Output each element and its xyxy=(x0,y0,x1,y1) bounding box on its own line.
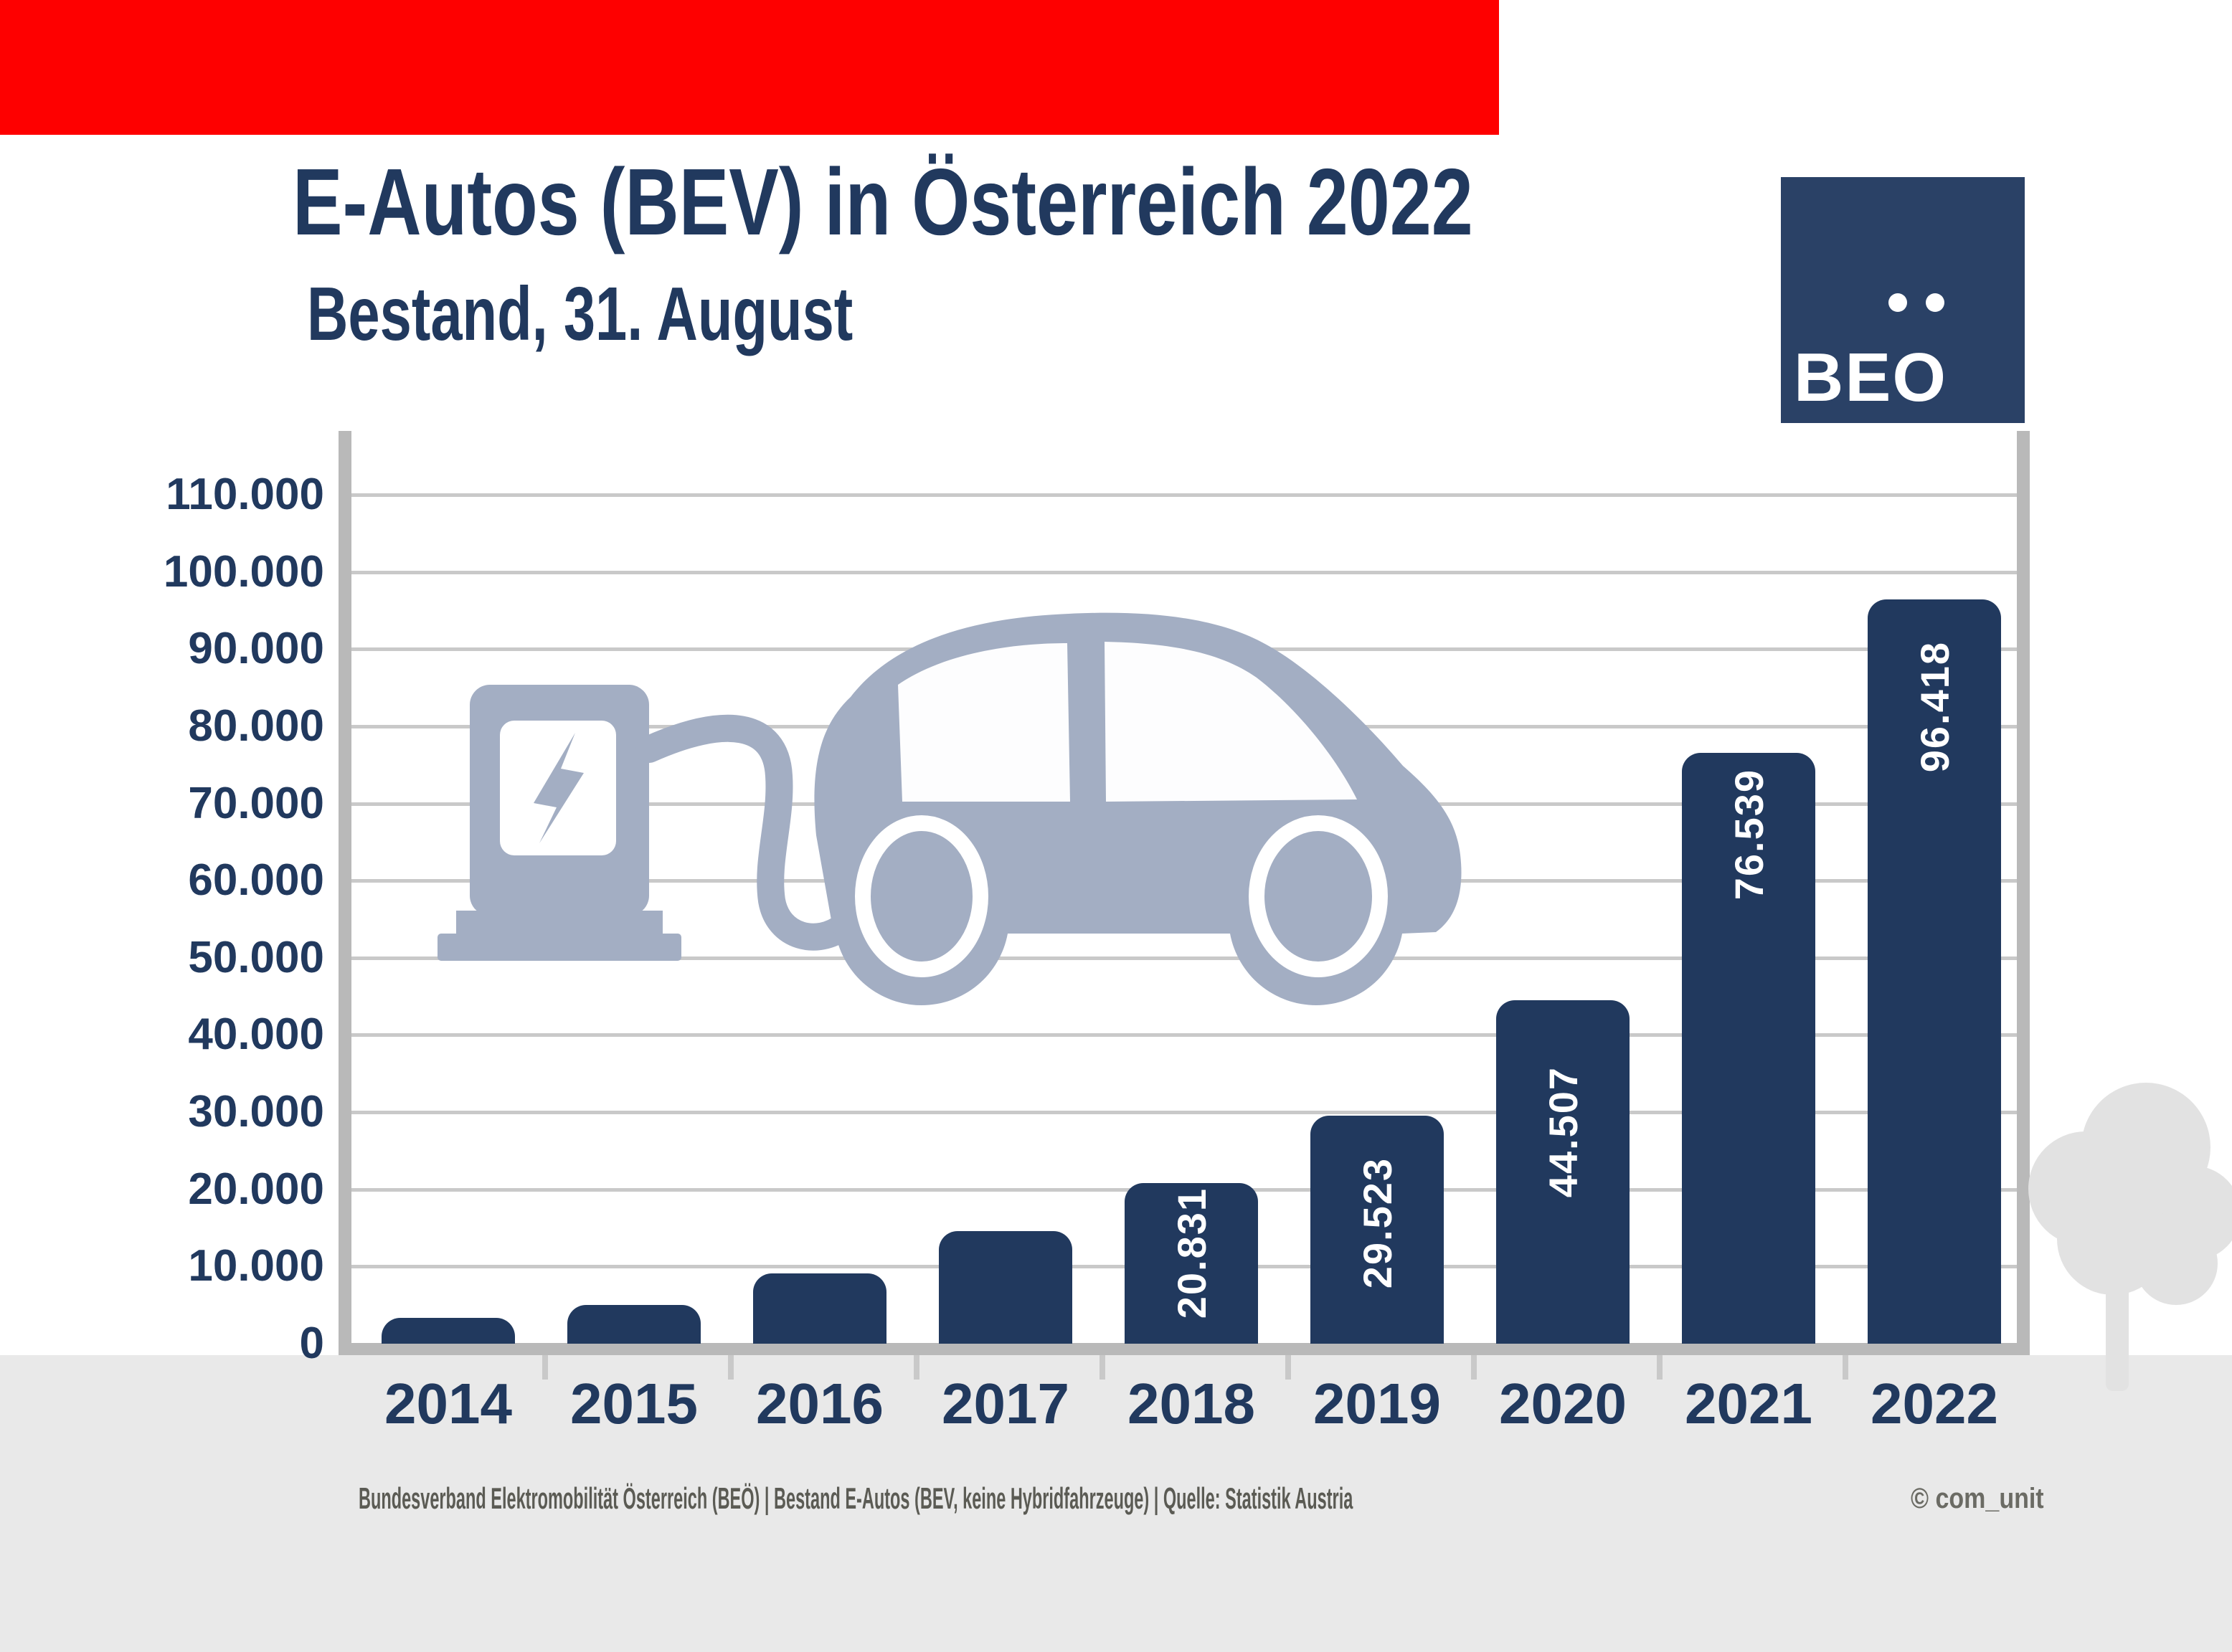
x-axis-tick-label: 2020 xyxy=(1499,1372,1627,1435)
bar-2019: 29.523 xyxy=(1310,1116,1444,1344)
bar-2014 xyxy=(382,1318,515,1344)
x-axis-tick-label: 2015 xyxy=(570,1372,698,1435)
bar-value-label: 44.507 xyxy=(1540,1066,1586,1198)
x-axis-tick xyxy=(914,1355,919,1380)
tree-icon xyxy=(2028,1083,2232,1391)
x-axis-tick-label: 2014 xyxy=(384,1372,512,1435)
car-wheel-icon xyxy=(1249,815,1388,977)
y-axis-line xyxy=(339,431,351,1355)
y-axis-tick-label: 80.000 xyxy=(188,701,324,751)
car-icon xyxy=(814,612,1462,1006)
page-subtitle: Bestand, 31. August xyxy=(307,272,853,356)
footer-band: 2014 2015 2016 2017 2018 2019 2020 2021 2022 Bun… xyxy=(0,1355,2232,1652)
car-wheel-icon xyxy=(855,815,988,977)
bar-value-label: 76.539 xyxy=(1726,769,1772,901)
x-axis-tick xyxy=(542,1355,548,1380)
x-axis-tick xyxy=(1843,1355,1848,1380)
x-axis-tick-label: 2022 xyxy=(1871,1372,1998,1435)
y-axis-tick-label: 100.000 xyxy=(163,547,324,597)
gridline xyxy=(351,725,2017,728)
bar-2016 xyxy=(753,1273,886,1344)
copyright-text: © com_unit xyxy=(1911,1483,2044,1514)
x-axis-tick xyxy=(1285,1355,1291,1380)
bar-2022: 96.418 xyxy=(1868,599,2001,1344)
x-axis-line xyxy=(339,1343,2030,1355)
beo-logo: BEO xyxy=(1781,177,2025,423)
x-axis-tick xyxy=(728,1355,734,1380)
bar-2018: 20.831 xyxy=(1125,1183,1258,1344)
page-title: E-Autos (BEV) in Österreich 2022 xyxy=(293,149,1473,255)
x-axis-tick-label: 2018 xyxy=(1127,1372,1255,1435)
x-axis-tick-label: 2019 xyxy=(1313,1372,1441,1435)
y-axis-tick-label: 60.000 xyxy=(188,855,324,905)
x-axis-tick-label: 2021 xyxy=(1685,1372,1812,1435)
logo-umlaut-dot-icon xyxy=(1888,293,1907,312)
x-axis-tick xyxy=(1657,1355,1663,1380)
top-red-bar xyxy=(0,0,1499,135)
y-axis-tick-label: 30.000 xyxy=(188,1087,324,1136)
y-axis-tick-label: 110.000 xyxy=(166,470,324,519)
y-axis-tick-label: 20.000 xyxy=(188,1164,324,1214)
logo-wordmark: BEO xyxy=(1794,339,1948,416)
bar-value-label: 96.418 xyxy=(1911,641,1957,773)
x-axis-tick-label: 2017 xyxy=(942,1372,1069,1435)
bar-2017 xyxy=(939,1231,1072,1344)
gridline xyxy=(351,571,2017,574)
y-axis-tick-label: 90.000 xyxy=(188,624,324,673)
source-text: Bundesverband Elektromobilität Österreic… xyxy=(359,1481,1353,1515)
gridline xyxy=(351,1111,2017,1114)
bar-value-label: 29.523 xyxy=(1354,1157,1400,1289)
x-axis-tick-label: 2016 xyxy=(756,1372,884,1435)
y-axis-tick-label: 40.000 xyxy=(188,1010,324,1059)
bar-2021: 76.539 xyxy=(1682,753,1815,1344)
gridline xyxy=(351,493,2017,497)
bar-value-label: 20.831 xyxy=(1168,1187,1214,1319)
x-axis-tick xyxy=(1100,1355,1105,1380)
y-axis-tick-label: 70.000 xyxy=(188,779,324,828)
logo-umlaut-dot-icon xyxy=(1926,293,1944,312)
bar-2015 xyxy=(567,1305,701,1344)
bar-2020: 44.507 xyxy=(1496,1000,1630,1344)
y-axis-tick-label: 50.000 xyxy=(188,933,324,982)
gridline xyxy=(351,1033,2017,1037)
plot-right-border xyxy=(2017,431,2030,1355)
y-axis-tick-label: 10.000 xyxy=(188,1241,324,1291)
x-axis-tick xyxy=(1471,1355,1477,1380)
gridline xyxy=(351,647,2017,651)
y-axis-tick-label: 0 xyxy=(299,1319,324,1368)
charging-cable-icon xyxy=(635,714,916,951)
